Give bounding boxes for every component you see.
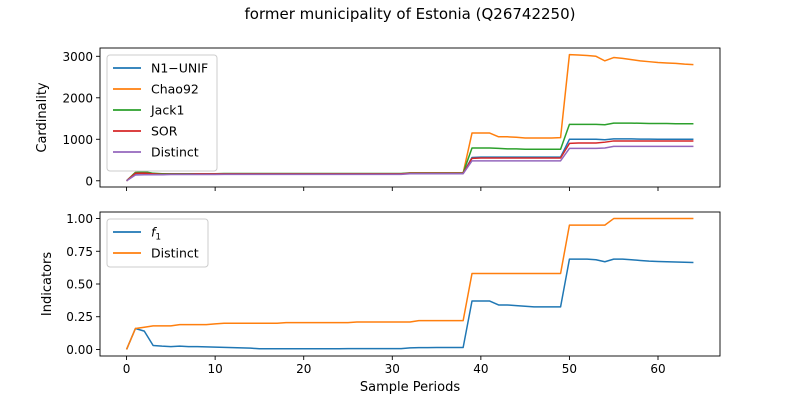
x-tick-label: 10: [208, 362, 223, 376]
x-tick-label: 0: [123, 362, 131, 376]
x-tick-label: 30: [385, 362, 400, 376]
legend-label: Jack1: [150, 103, 184, 118]
y-tick-label: 1000: [62, 133, 93, 147]
y-tick-label: 3000: [62, 50, 93, 64]
y-axis-label: Indicators: [40, 252, 55, 316]
series-lines: [126, 53, 694, 182]
x-axis: [126, 187, 659, 191]
legend-label: Chao92: [151, 82, 199, 97]
indicators-panel: 0 10 20 30 40 50 60 0.00 0.25 0.50 0.75 1.00 Indicat…: [40, 211, 721, 395]
legend-label: Distinct: [151, 145, 199, 160]
legend-label: N1−UNIF: [151, 61, 208, 76]
y-tick-label: 1.00: [66, 212, 93, 226]
legend-label: SOR: [151, 124, 178, 139]
legend-box: [106, 218, 209, 268]
series-line-f1: [125, 258, 694, 350]
y-tick-label: 0.25: [66, 310, 93, 324]
legend-label: Distinct: [151, 246, 199, 261]
series-line-distinct: [125, 217, 694, 350]
y-tick-label: 2000: [62, 91, 93, 105]
y-axis: 0.00 0.25 0.50 0.75 1.00: [66, 212, 100, 357]
legend: f1 Distinct: [106, 218, 209, 268]
series-line-distinct: [126, 145, 694, 182]
x-tick-label: 50: [562, 362, 577, 376]
legend: N1−UNIF Chao92 Jack1 SOR Distinct: [106, 54, 218, 172]
cardinality-panel: 0 1000 2000 3000 Cardinality N1−UNIF Chao92 Jac…: [35, 47, 721, 191]
legend-box: [106, 54, 218, 172]
legend-label: f1: [151, 225, 161, 243]
y-axis: 0 1000 2000 3000: [62, 50, 100, 188]
x-axis: 0 10 20 30 40 50 60: [123, 356, 666, 376]
y-tick-label: 0.00: [66, 343, 93, 357]
x-axis-label: Sample Periods: [360, 380, 460, 395]
y-axis-label: Cardinality: [35, 82, 50, 153]
x-tick-label: 60: [650, 362, 665, 376]
x-tick-label: 20: [296, 362, 311, 376]
y-tick-label: 0: [85, 174, 93, 188]
series-lines: [125, 217, 694, 350]
x-tick-label: 40: [473, 362, 488, 376]
figure-title: former municipality of Estonia (Q2674225…: [245, 5, 576, 23]
plot-frame: [99, 47, 721, 188]
y-tick-label: 0.50: [66, 278, 93, 292]
y-tick-label: 0.75: [66, 245, 93, 259]
